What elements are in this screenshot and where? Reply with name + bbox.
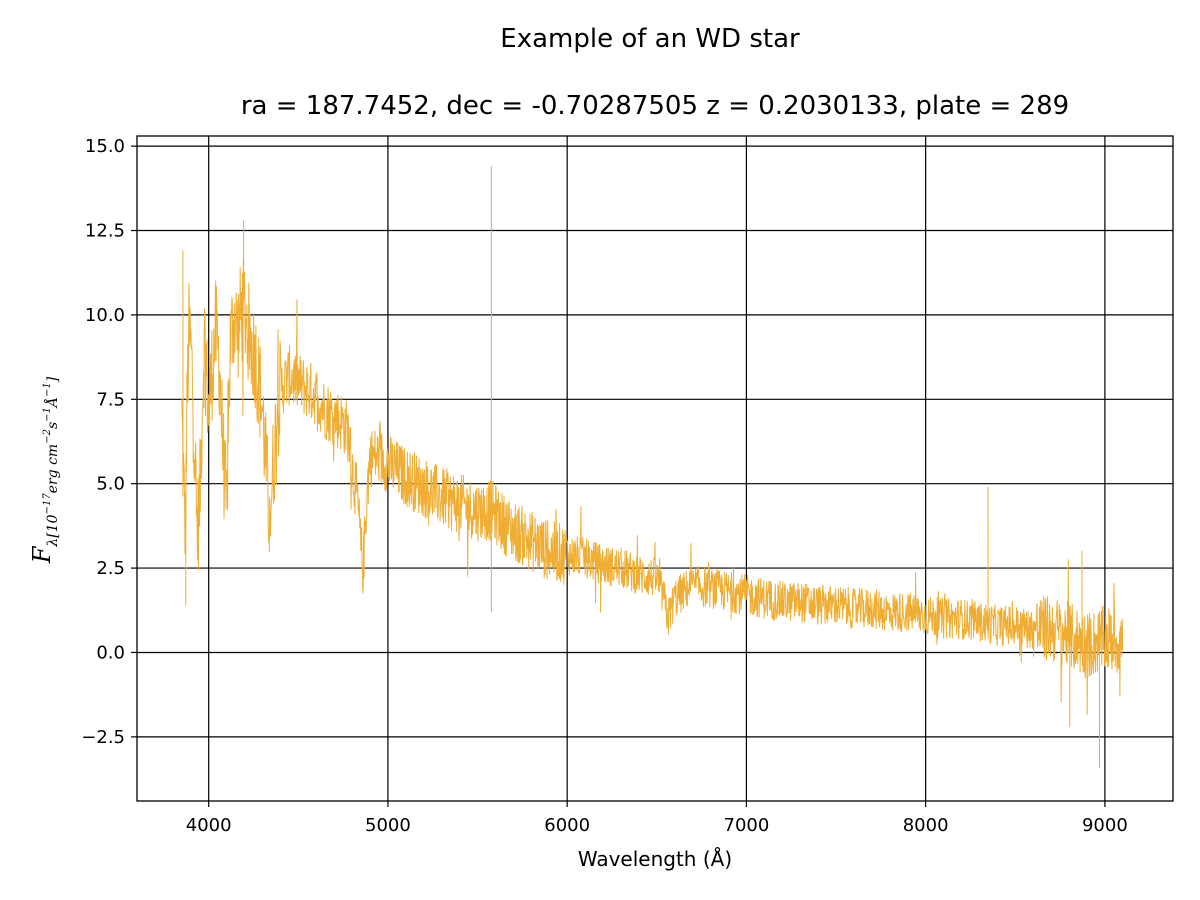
y-label-subscript: λ[10	[45, 514, 61, 547]
y-tick-label: 2.5	[96, 558, 125, 579]
x-axis-label: Wavelength (Å)	[578, 847, 732, 871]
y-tick-label: 15.0	[85, 136, 125, 157]
y-tick-label: 7.5	[96, 389, 125, 410]
y-label-close: ]	[45, 376, 61, 383]
y-label-unit-c: Å	[43, 397, 61, 409]
plot-area: 4000 5000 6000 7000 8000 9000 −2.5 0.0 2.5 5.0 7.5…	[81, 135, 1174, 836]
y-label-symbol: F	[28, 545, 56, 564]
y-label-unit-b: s	[45, 422, 61, 429]
x-tick-label: 7000	[724, 815, 770, 836]
y-tick-label: 5.0	[96, 474, 125, 495]
y-axis-label: Fλ[10−17erg cm−2s−1Å−1]	[28, 376, 61, 564]
x-tick-label: 6000	[544, 815, 590, 836]
y-label-unit-a: erg cm	[45, 444, 61, 494]
x-tick-label: 5000	[365, 815, 411, 836]
y-tick-label: −2.5	[81, 727, 125, 748]
x-tick-label: 4000	[186, 815, 232, 836]
x-tick-label: 9000	[1082, 815, 1128, 836]
y-label-exp2: −2	[42, 429, 53, 444]
spectrum-line	[181, 165, 1124, 768]
x-tick-label: 8000	[903, 815, 949, 836]
y-label-exp4: −1	[42, 382, 53, 397]
y-tick-label: 10.0	[85, 305, 125, 326]
axes-frame	[136, 135, 1174, 802]
figure-suptitle: Example of an WD star	[500, 24, 800, 54]
y-tick-label: 0.0	[96, 642, 125, 663]
chart-title: ra = 187.7452, dec = -0.70287505 z = 0.2…	[241, 91, 1069, 121]
y-tick-label: 12.5	[85, 221, 125, 242]
y-label-exp3: −1	[42, 407, 53, 422]
svg-text:Fλ[10−17erg cm−2s−1Å−1]: Fλ[10−17erg cm−2s−1Å−1]	[28, 376, 61, 564]
y-label-exp1: −17	[42, 493, 53, 515]
